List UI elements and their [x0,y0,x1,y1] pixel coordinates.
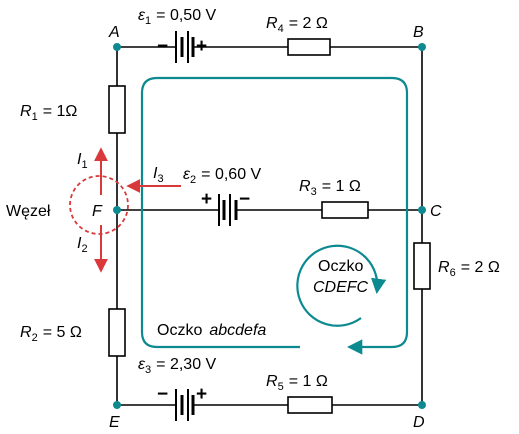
loop-cdefc-path [296,244,387,327]
junction-label: Węzeł [6,203,51,220]
polarity-marks: − + + − − + [157,36,250,405]
loop-cdefc-name: CDEFC [313,279,369,296]
r3-label: R3 = 1 Ω [299,178,361,198]
node-b-label: B [413,24,424,41]
emf1-plus: + [196,36,207,57]
i3-label: I3 [153,165,164,185]
emf1-label: ε1 = 0,50 V [138,7,217,27]
node-d-dot [418,401,426,409]
battery-emf1 [175,31,195,63]
emf2-plus: + [201,189,212,210]
emf3-label: ε3 = 2,30 V [138,356,217,376]
loop-abcdefa-path [140,76,409,355]
resistor-r1 [108,85,126,134]
resistor-r5 [287,396,333,414]
node-e-dot [113,401,121,409]
battery-emf3 [175,389,195,421]
node-b-dot [418,43,426,51]
emf3-minus: − [157,384,168,405]
node-a-dot [113,43,121,51]
resistor-r4 [287,38,331,56]
resistor-r6 [413,242,431,290]
node-e-label: E [109,414,120,431]
junction-circle [69,175,129,235]
i1-label: I1 [77,151,88,171]
emf2-minus: − [239,189,250,210]
loop-abcdefa-label: Oczko abcdefa [157,322,266,339]
node-c-dot [418,206,426,214]
r1-label: R1 = 1Ω [20,103,77,123]
i2-label: I2 [77,235,88,255]
emf1-minus: − [157,36,168,57]
battery-emf2 [218,194,238,226]
node-f-dot [113,206,121,214]
node-d-label: D [413,414,425,431]
r4-label: R4 = 2 Ω [266,15,328,35]
emf3-plus: + [196,384,207,405]
node-c-label: C [430,203,442,220]
loop-cdefc-word: Oczko [318,258,363,275]
resistor-r3 [321,201,369,219]
node-f-label: F [92,203,103,220]
emf2-label: ε2 = 0,60 V [183,166,262,186]
wires [116,46,423,406]
r5-label: R5 = 1 Ω [266,373,328,393]
node-dots [113,43,426,409]
resistor-r2 [108,308,126,357]
r2-label: R2 = 5 Ω [20,324,82,344]
r6-label: R6 = 2 Ω [438,259,500,279]
node-a-label: A [108,24,120,41]
resistors [108,38,431,414]
